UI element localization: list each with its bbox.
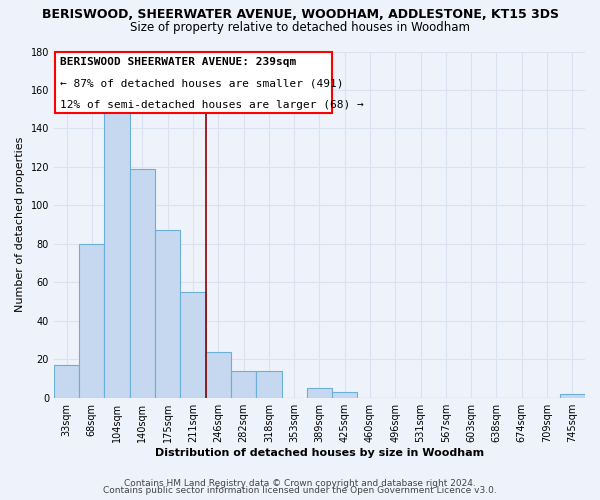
Bar (79, 244, 104, 398)
Bar (307, 388, 332, 398)
Text: ← 87% of detached houses are smaller (491): ← 87% of detached houses are smaller (49… (60, 78, 344, 88)
Bar (181, 292, 206, 398)
Text: BERISWOOD, SHEERWATER AVENUE, WOODHAM, ADDLESTONE, KT15 3DS: BERISWOOD, SHEERWATER AVENUE, WOODHAM, A… (41, 8, 559, 20)
FancyBboxPatch shape (55, 52, 332, 113)
Bar (155, 230, 181, 398)
Text: BERISWOOD SHEERWATER AVENUE: 239sqm: BERISWOOD SHEERWATER AVENUE: 239sqm (60, 58, 296, 68)
Bar (206, 352, 231, 398)
Bar (231, 371, 256, 398)
Text: Contains HM Land Registry data © Crown copyright and database right 2024.: Contains HM Land Registry data © Crown c… (124, 478, 476, 488)
Bar (104, 109, 130, 398)
Bar (560, 394, 585, 398)
Text: 12% of semi-detached houses are larger (68) →: 12% of semi-detached houses are larger (… (60, 100, 364, 110)
X-axis label: Distribution of detached houses by size in Woodham: Distribution of detached houses by size … (155, 448, 484, 458)
Bar (332, 392, 358, 398)
Y-axis label: Number of detached properties: Number of detached properties (15, 137, 25, 312)
Bar (54, 365, 79, 398)
Bar (256, 371, 281, 398)
Bar (130, 169, 155, 398)
Text: Size of property relative to detached houses in Woodham: Size of property relative to detached ho… (130, 21, 470, 34)
Text: Contains public sector information licensed under the Open Government Licence v3: Contains public sector information licen… (103, 486, 497, 495)
